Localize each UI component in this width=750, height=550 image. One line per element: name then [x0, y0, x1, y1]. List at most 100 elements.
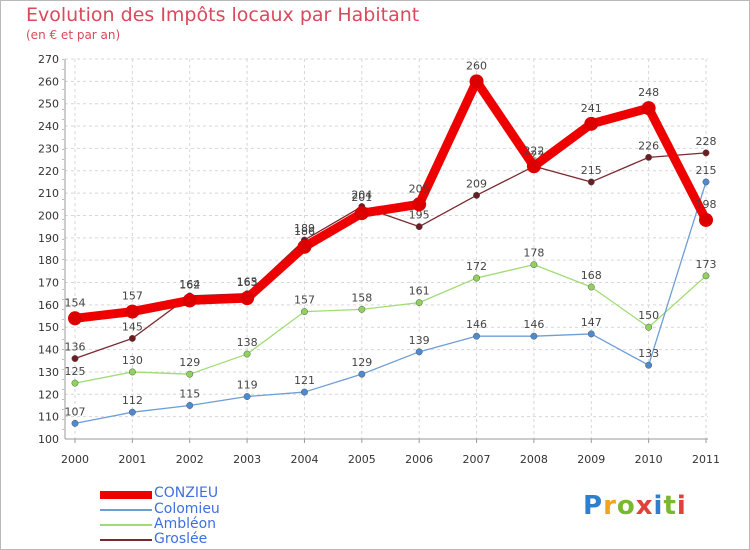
data-label-conzieu: 260 [466, 59, 487, 72]
data-label-groslee: 164 [179, 278, 200, 291]
data-point-ambleon [128, 368, 136, 376]
y-tick-label: 140 [38, 344, 59, 357]
data-label-conzieu: 198 [696, 198, 717, 211]
logo-letter: t [663, 491, 677, 521]
data-label-groslee: 226 [638, 139, 659, 152]
data-label-colomieu: 115 [179, 387, 200, 400]
data-point-groslee [587, 178, 595, 186]
data-point-colomieu [128, 408, 136, 416]
data-point-conzieu [297, 239, 312, 254]
data-label-conzieu: 157 [122, 290, 143, 303]
chart-subtitle: (en € et par an) [26, 28, 121, 42]
legend-swatch-conzieu [100, 491, 152, 499]
data-label-ambleon: 172 [466, 260, 487, 273]
data-label-groslee: 145 [122, 320, 143, 333]
y-tick-label: 220 [38, 165, 59, 178]
data-point-conzieu [240, 291, 255, 306]
data-point-conzieu [125, 304, 140, 319]
x-tick-label: 2008 [520, 453, 548, 466]
data-label-colomieu: 146 [466, 318, 487, 331]
y-tick-label: 230 [38, 142, 59, 155]
legend-label-conzieu: CONZIEU [154, 485, 219, 501]
data-label-colomieu: 119 [237, 379, 258, 392]
data-label-groslee: 209 [466, 177, 487, 190]
data-point-colomieu [587, 330, 595, 338]
y-tick-label: 270 [38, 53, 59, 66]
x-tick-label: 2002 [176, 453, 204, 466]
x-tick-label: 2010 [635, 453, 663, 466]
y-tick-label: 100 [38, 433, 59, 446]
data-label-ambleon: 130 [122, 354, 143, 367]
data-point-ambleon [186, 370, 194, 378]
data-label-ambleon: 168 [581, 269, 602, 282]
legend-swatch-colomieu [100, 509, 152, 511]
data-point-colomieu [645, 361, 653, 369]
data-label-conzieu: 163 [237, 276, 258, 289]
data-point-conzieu [641, 101, 656, 116]
data-label-colomieu: 133 [638, 347, 659, 360]
logo-letter: P [583, 491, 604, 521]
data-label-colomieu: 215 [696, 164, 717, 177]
data-label-conzieu: 248 [638, 86, 659, 99]
legend-label-colomieu: Colomieu [154, 501, 220, 517]
legend-label-groslee: Groslée [154, 531, 208, 547]
y-tick-label: 260 [38, 75, 59, 88]
data-label-conzieu: 205 [409, 182, 430, 195]
data-label-colomieu: 146 [523, 318, 544, 331]
data-label-conzieu: 222 [523, 144, 544, 157]
data-point-conzieu [68, 311, 82, 326]
data-label-ambleon: 129 [179, 356, 200, 369]
data-label-ambleon: 138 [237, 336, 258, 349]
data-point-conzieu [699, 212, 713, 227]
y-tick-label: 190 [38, 232, 59, 245]
x-tick-label: 2006 [405, 453, 433, 466]
data-point-conzieu [412, 197, 427, 212]
data-point-colomieu [301, 388, 308, 396]
data-point-ambleon [587, 283, 595, 291]
legend-label-ambleon: Ambléon [154, 516, 217, 532]
data-label-ambleon: 125 [65, 365, 86, 378]
data-label-groslee: 204 [351, 189, 372, 202]
legend-swatch-groslee [100, 539, 152, 541]
y-tick-label: 180 [38, 254, 59, 267]
series-line-conzieu [70, 76, 711, 323]
data-label-conzieu: 241 [581, 102, 602, 115]
data-point-colomieu [530, 332, 538, 340]
data-point-groslee [645, 153, 653, 161]
data-point-colomieu [243, 393, 251, 400]
x-tick-label: 2001 [118, 453, 146, 466]
data-label-ambleon: 161 [409, 285, 430, 298]
logo-letter: x [635, 491, 654, 521]
data-point-conzieu [182, 293, 197, 308]
data-label-conzieu: 162 [179, 278, 200, 291]
y-tick-label: 150 [38, 321, 59, 334]
y-tick-label: 120 [38, 388, 59, 401]
y-tick-label: 210 [38, 187, 59, 200]
data-point-ambleon [415, 299, 423, 307]
x-tick-label: 2004 [290, 453, 318, 466]
data-point-ambleon [71, 379, 79, 387]
data-label-ambleon: 158 [351, 291, 372, 304]
data-label-groslee: 228 [696, 135, 717, 148]
data-point-ambleon [473, 274, 480, 282]
data-point-colomieu [415, 348, 423, 356]
y-tick-label: 170 [38, 277, 59, 290]
data-point-ambleon [702, 272, 710, 280]
data-point-conzieu [526, 159, 541, 174]
x-tick-label: 2000 [61, 453, 89, 466]
data-label-ambleon: 150 [638, 309, 659, 322]
data-label-ambleon: 178 [523, 247, 544, 260]
data-label-groslee: 215 [581, 164, 602, 177]
data-label-conzieu: 186 [294, 225, 315, 238]
data-label-groslee: 136 [65, 341, 86, 354]
logo-letter: r [603, 491, 617, 521]
data-label-colomieu: 129 [351, 356, 372, 369]
data-point-conzieu [469, 74, 484, 89]
data-point-groslee [71, 355, 79, 362]
series-line-colomieu [74, 181, 707, 425]
data-label-conzieu: 154 [65, 296, 86, 309]
x-tick-label: 2005 [348, 453, 376, 466]
data-label-colomieu: 139 [409, 334, 430, 347]
data-point-groslee [702, 149, 710, 157]
logo-letter: o [616, 491, 636, 521]
